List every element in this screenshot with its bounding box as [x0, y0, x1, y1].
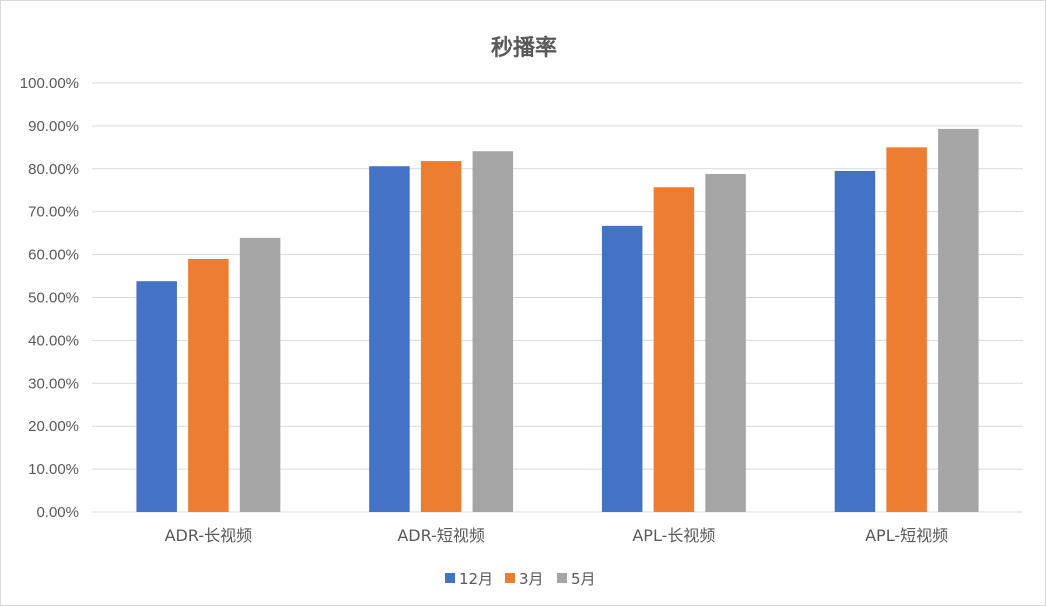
- bar-4-3: [938, 128, 979, 512]
- y-tick-label: 40.00%: [28, 332, 79, 349]
- x-category-label: ADR-长视频: [165, 526, 253, 545]
- bar-2-2: [420, 161, 462, 512]
- y-tick-label: 50.00%: [28, 290, 79, 307]
- chart-title: 秒播率: [491, 35, 557, 61]
- y-axis-ticks: 0.00% 10.00% 20.00% 30.00% 40.00% 50.00% 60.00…: [20, 75, 79, 521]
- y-tick-label: 100.00%: [20, 75, 79, 92]
- x-category-label: APL-短视频: [865, 526, 948, 545]
- bar-1-2: [188, 258, 229, 512]
- y-tick-label: 30.00%: [28, 375, 79, 392]
- y-tick-label: 70.00%: [28, 204, 79, 221]
- legend-swatch: [505, 573, 515, 583]
- legend-label: 3月: [519, 570, 544, 588]
- x-category-label: APL-长视频: [632, 526, 715, 545]
- bar-4-1: [834, 170, 876, 512]
- bar-3-1: [601, 225, 643, 512]
- legend-label: 12月: [459, 570, 493, 588]
- bar-1-3: [239, 237, 281, 512]
- bar-3-2: [653, 187, 695, 512]
- legend-label: 5月: [571, 570, 596, 588]
- bar-1-1: [136, 281, 177, 512]
- bar-4-2: [886, 147, 927, 512]
- y-tick-label: 20.00%: [28, 418, 79, 435]
- x-axis-categories: ADR-长视频 ADR-短视频 APL-长视频 APL-短视频: [165, 526, 949, 545]
- bar-2-3: [472, 151, 514, 512]
- y-tick-label: 60.00%: [28, 247, 79, 264]
- y-tick-label: 10.00%: [28, 461, 79, 478]
- bar-3-3: [705, 173, 746, 512]
- y-tick-label: 80.00%: [28, 161, 79, 178]
- legend-swatch: [445, 573, 455, 583]
- bar-2-1: [369, 166, 410, 512]
- x-category-label: ADR-短视频: [397, 526, 485, 545]
- legend-swatch: [557, 573, 567, 583]
- legend: 12月 3月 5月: [445, 570, 596, 588]
- y-tick-label: 90.00%: [28, 118, 79, 135]
- bars: [136, 128, 979, 512]
- gridlines: [92, 82, 1023, 513]
- y-tick-label: 0.00%: [36, 504, 79, 521]
